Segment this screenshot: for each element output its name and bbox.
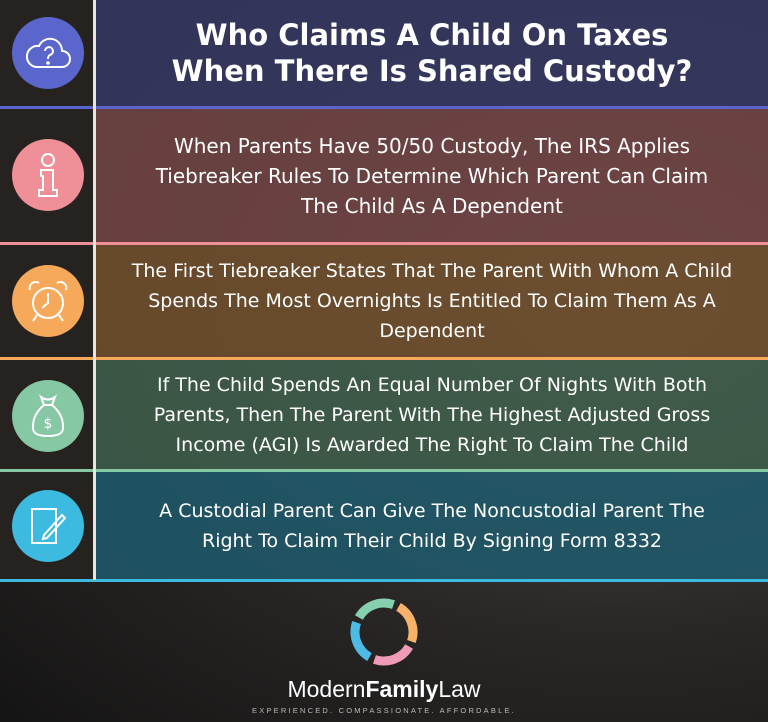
row-text: A Custodial Parent Can Give The Noncusto… — [159, 499, 705, 552]
row-text: If The Child Spends An Equal Number Of N… — [153, 373, 711, 456]
cloud-question-icon — [12, 17, 84, 89]
info-row-2: The First Tiebreaker States That The Par… — [0, 245, 768, 360]
money-bag-icon: $ — [12, 380, 84, 452]
info-row-3: If The Child Spends An Equal Number Of N… — [0, 360, 768, 472]
page-title: Who Claims A Child On Taxes When There I… — [171, 18, 693, 88]
row-text: The First Tiebreaker States That The Par… — [131, 260, 733, 342]
svg-text:$: $ — [44, 416, 53, 432]
info-row-4: A Custodial Parent Can Give The Noncusto… — [0, 472, 768, 582]
row-text: When Parents Have 50/50 Custody, The IRS… — [155, 133, 709, 218]
info-row-1: When Parents Have 50/50 Custody, The IRS… — [0, 109, 768, 245]
info-icon — [12, 139, 84, 211]
divider-line — [93, 0, 96, 580]
brand-logo-mark — [0, 594, 768, 674]
alarm-clock-icon — [12, 265, 84, 337]
document-pen-icon — [12, 490, 84, 562]
brand-tagline: EXPERIENCED. COMPASSIONATE. AFFORDABLE. — [252, 706, 516, 715]
title-row: Who Claims A Child On Taxes When There I… — [0, 0, 768, 109]
brand-name: ModernFamilyLaw — [287, 676, 481, 702]
